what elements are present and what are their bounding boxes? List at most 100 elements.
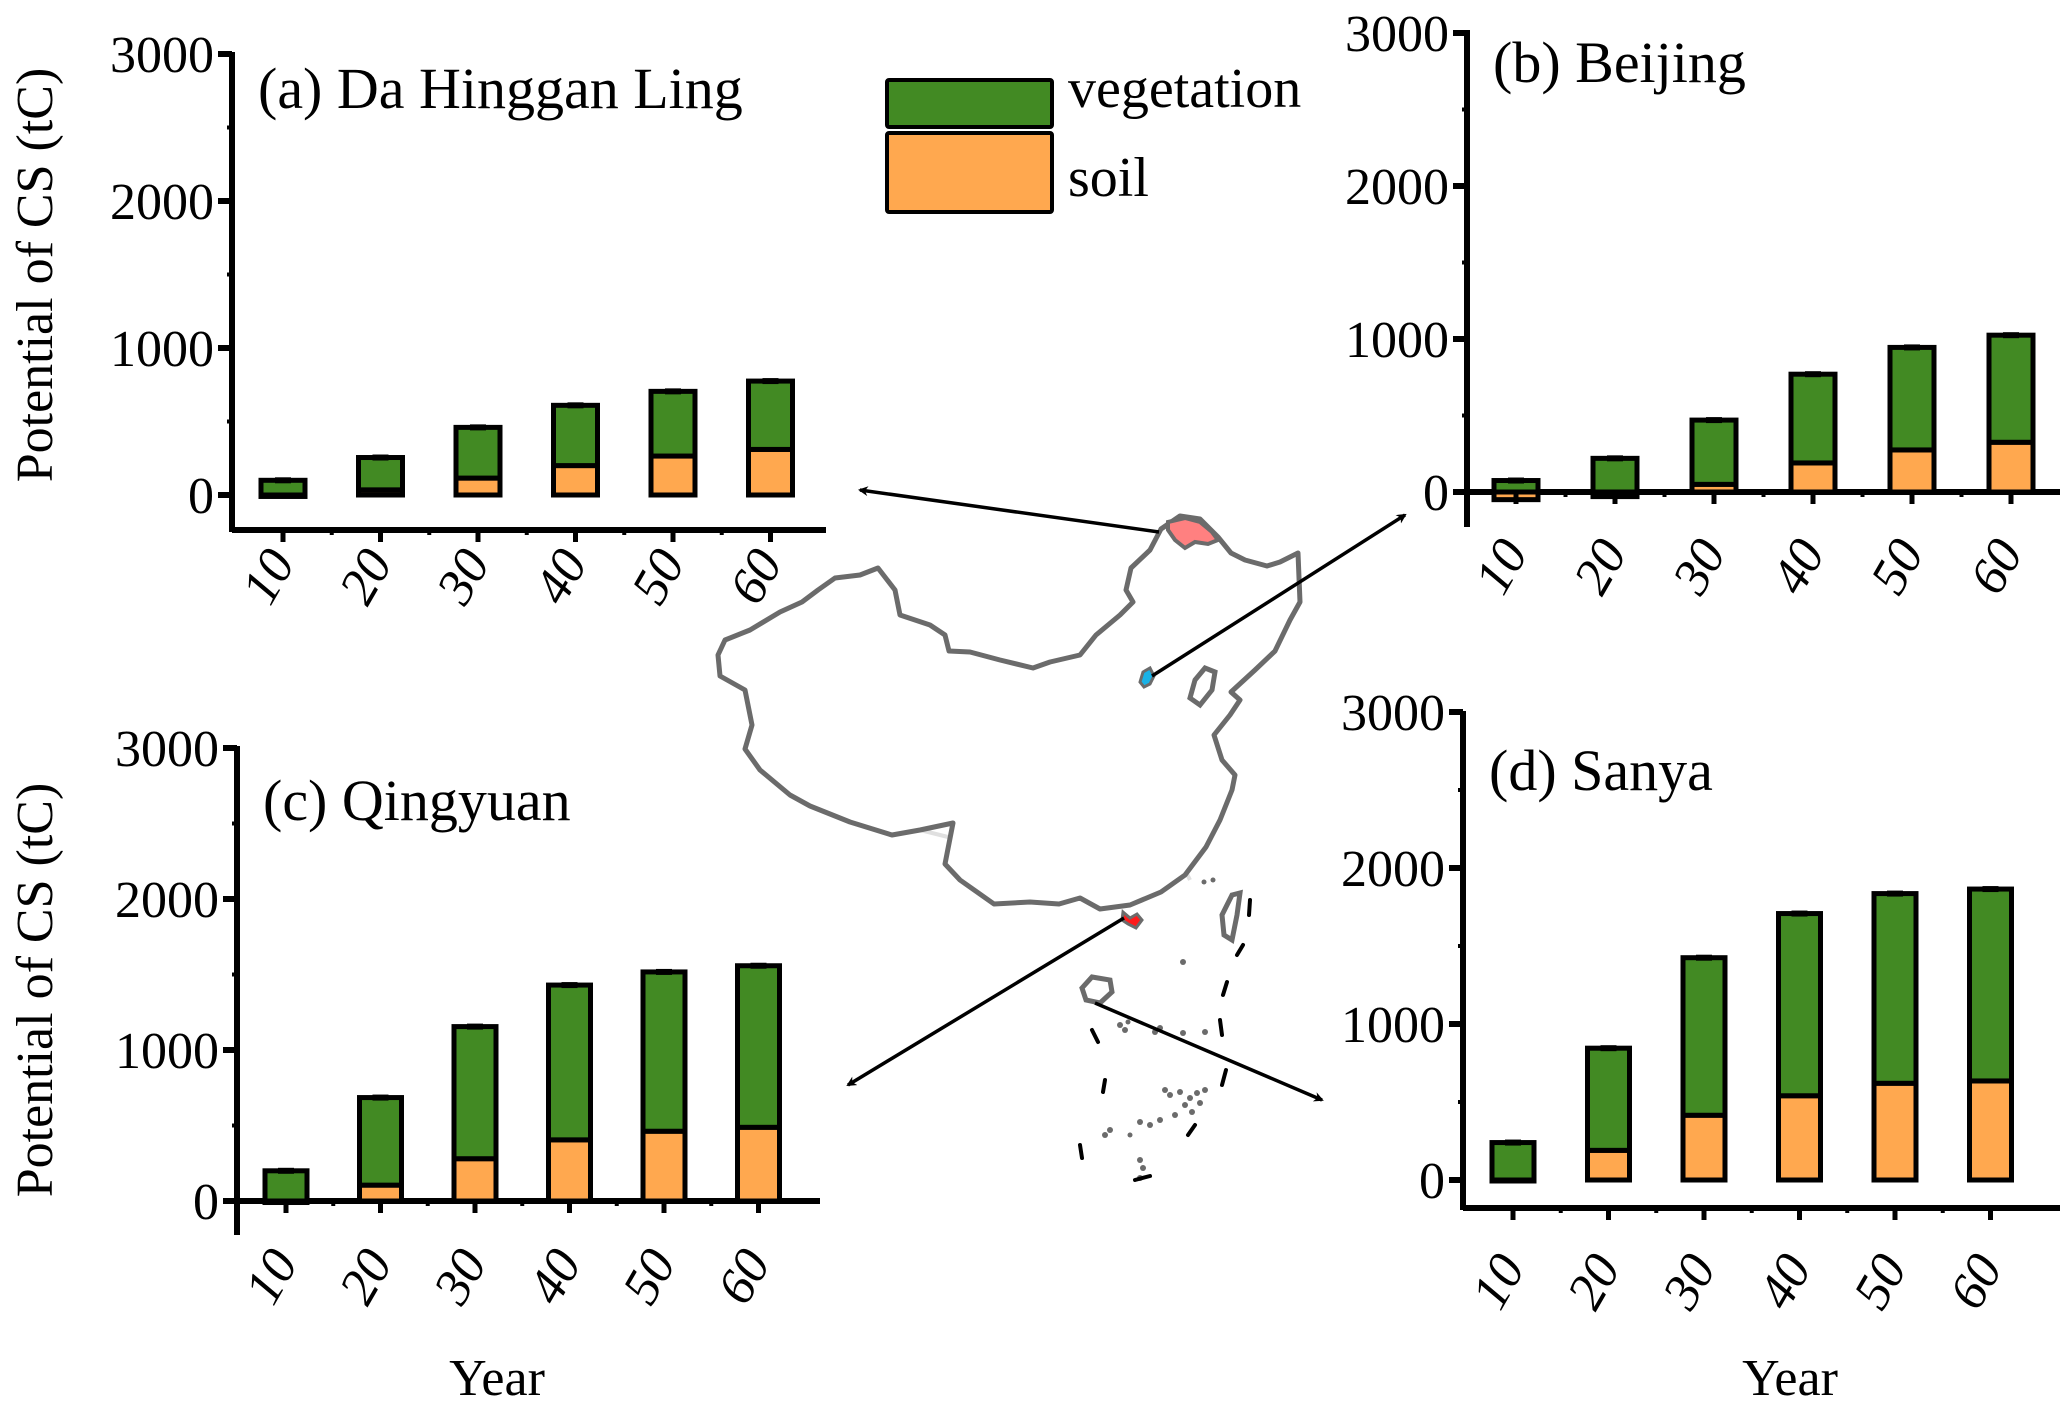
bar-soil xyxy=(1585,1147,1632,1183)
site-highlight-qingyuan xyxy=(1120,909,1144,930)
y-tick-label: 1000 xyxy=(1345,312,1449,369)
legend: vegetation soil xyxy=(885,58,1301,214)
arrow-to-panel-d xyxy=(1094,1001,1324,1102)
x-tick-label: 60 xyxy=(719,540,794,614)
x-tick-label: 50 xyxy=(1843,1245,1918,1319)
bar-vegetation xyxy=(451,1024,499,1162)
bar-soil xyxy=(1776,1093,1823,1183)
nine-dash-line xyxy=(1078,898,1252,1182)
y-tick-label: 3000 xyxy=(110,27,214,84)
y-tick-label: 0 xyxy=(188,468,214,525)
bar-vegetation xyxy=(551,402,600,469)
panel-d-sanya: (d) Sanya 0 1000 2000 3000 10 20 30 40 50 60 Year xyxy=(1341,685,2060,1407)
panel-title: (c) Qingyuan xyxy=(263,768,571,833)
legend-label-soil: soil xyxy=(1068,147,1149,209)
arrow-to-panel-c xyxy=(846,916,1125,1087)
panel-title: (a) Da Hinggan Ling xyxy=(258,56,743,121)
x-tick-label: 10 xyxy=(1461,1245,1536,1319)
y-tick-label: 0 xyxy=(1419,1153,1445,1210)
bar-vegetation xyxy=(640,969,688,1134)
bar-vegetation xyxy=(1689,417,1739,487)
y-tick-label: 2000 xyxy=(110,174,214,231)
x-tick-label: 50 xyxy=(612,1240,687,1314)
bar-soil xyxy=(1887,447,1937,495)
x-tick-label: 10 xyxy=(1464,530,1539,604)
taiwan-island xyxy=(1219,889,1243,945)
y-tick-label: 0 xyxy=(1423,465,1449,522)
bar-vegetation xyxy=(1871,891,1919,1086)
x-tick-label: 30 xyxy=(1652,1245,1728,1319)
y-tick-label: 1000 xyxy=(115,1023,219,1080)
y-axis-label: Potential of CS (tC) xyxy=(7,68,64,483)
bar-soil xyxy=(640,1128,688,1204)
x-tick-label: 50 xyxy=(621,540,696,614)
bar-vegetation xyxy=(1788,371,1838,466)
bar-soil xyxy=(746,446,795,498)
bar-vegetation xyxy=(735,963,782,1130)
y-tick-label: 1000 xyxy=(110,321,214,378)
arrow-to-panel-a xyxy=(858,486,1160,534)
bar-vegetation xyxy=(453,424,503,481)
x-tick-label: 50 xyxy=(1860,530,1935,604)
y-tick-label: 3000 xyxy=(115,721,219,778)
bar-soil xyxy=(1986,439,2036,495)
hainan-island xyxy=(1079,974,1115,1006)
bar-vegetation xyxy=(357,1095,404,1188)
y-tick-label: 2000 xyxy=(1345,159,1449,216)
panel-title: (d) Sanya xyxy=(1489,738,1713,803)
y-tick-label: 1000 xyxy=(1341,997,1445,1054)
panel-title: (b) Beijing xyxy=(1493,30,1746,95)
bar-vegetation xyxy=(262,1168,310,1204)
panel-a-da-hinggan-ling: (a) Da Hinggan Ling 0 1000 2000 3000 10 20 30 40… xyxy=(7,27,826,614)
x-tick-label: 40 xyxy=(1748,1245,1823,1319)
x-tick-label: 40 xyxy=(518,1240,593,1314)
legend-label-vegetation: vegetation xyxy=(1068,58,1301,120)
bar-vegetation xyxy=(1887,344,1937,453)
bar-vegetation xyxy=(648,388,698,459)
x-tick-label: 20 xyxy=(329,540,404,614)
bar-vegetation xyxy=(546,982,593,1143)
bar-vegetation xyxy=(1986,332,2036,445)
bar-soil xyxy=(546,1137,593,1204)
y-tick-label: 3000 xyxy=(1341,685,1445,742)
bar-soil xyxy=(1680,1112,1728,1183)
site-arrows xyxy=(846,486,1407,1102)
panel-c-qingyuan: (c) Qingyuan 0 1000 2000 3000 10 20 30 40 50 60 Pot… xyxy=(7,721,820,1407)
y-tick-label: 2000 xyxy=(1341,841,1445,898)
bohai-sea xyxy=(1187,665,1218,709)
x-tick-label: 60 xyxy=(707,1240,782,1314)
x-tick-label: 40 xyxy=(1761,530,1836,604)
y-tick-label: 0 xyxy=(193,1174,219,1231)
y-axis-label: Potential of CS (tC) xyxy=(7,783,64,1198)
x-tick-label: 20 xyxy=(1563,530,1638,604)
y-tick-label: 3000 xyxy=(1345,6,1449,63)
x-tick-label: 10 xyxy=(234,1240,309,1314)
arrow-to-panel-b xyxy=(1151,513,1407,678)
x-tick-label: 60 xyxy=(1939,1245,2014,1319)
bar-soil xyxy=(1871,1080,1919,1183)
bar-vegetation xyxy=(356,455,405,493)
bar-soil xyxy=(551,463,600,498)
bar-vegetation xyxy=(746,378,795,452)
x-tick-label: 60 xyxy=(1959,530,2034,604)
bar-soil xyxy=(1788,460,1838,495)
x-tick-label: 20 xyxy=(1557,1245,1632,1319)
site-highlight-beijing xyxy=(1138,665,1156,689)
x-tick-label: 20 xyxy=(329,1240,404,1314)
y-tick-label: 2000 xyxy=(115,872,219,929)
x-axis-label: Year xyxy=(1742,1350,1838,1407)
bar-vegetation xyxy=(1680,955,1728,1118)
x-tick-label: 30 xyxy=(426,540,502,614)
panel-b-beijing: (b) Beijing 0 1000 2000 3000 10 20 30 40 50 60 xyxy=(1345,6,2060,604)
bar-soil xyxy=(648,453,698,498)
x-tick-label: 30 xyxy=(1662,530,1738,604)
bar-vegetation xyxy=(1585,1045,1632,1153)
bar-soil xyxy=(453,475,503,498)
bar-soil xyxy=(451,1156,499,1204)
bar-vegetation xyxy=(1776,911,1823,1099)
bar-vegetation xyxy=(1967,886,2014,1084)
china-map xyxy=(715,513,1303,1182)
legend-swatch-vegetation xyxy=(885,78,1054,129)
x-tick-label: 10 xyxy=(231,540,306,614)
